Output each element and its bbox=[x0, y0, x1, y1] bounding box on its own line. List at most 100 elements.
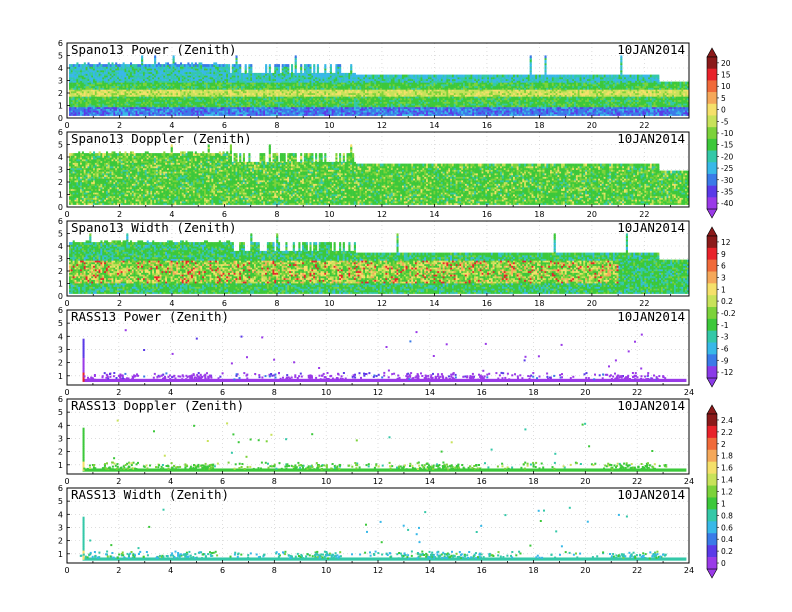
x-tick-label: 2 bbox=[116, 388, 121, 397]
colorbar-segment bbox=[707, 127, 717, 140]
x-tick-label: 10 bbox=[324, 210, 334, 219]
x-tick-label: 8 bbox=[272, 477, 277, 486]
colorbar-doppler: 12 9 6 3 1 0.2 -0.2 -1 -3 -6 -9 -12 bbox=[706, 226, 736, 388]
x-axis: 0 2 4 6 8 10 12 14 16 18 20 22 bbox=[64, 204, 672, 219]
x-tick-label: 2 bbox=[117, 210, 122, 219]
colorbar-segment bbox=[707, 557, 717, 570]
colorbar-segment bbox=[707, 473, 717, 486]
colorbar-label: -9 bbox=[721, 356, 729, 365]
colorbar-bottom-arrow bbox=[706, 568, 718, 579]
heatmap-cells bbox=[69, 144, 689, 205]
x-tick-label: 14 bbox=[425, 566, 435, 575]
colorbar-segment bbox=[707, 485, 717, 498]
x-tick-label: 6 bbox=[220, 388, 225, 397]
colorbar-segment bbox=[707, 115, 717, 128]
colorbar-segment bbox=[707, 92, 717, 105]
x-tick-label: 16 bbox=[482, 299, 492, 308]
colorbar-segment bbox=[707, 150, 717, 163]
y-tick-label: 5 bbox=[58, 319, 63, 328]
y-tick-label: 2 bbox=[58, 267, 63, 276]
y-tick-label: 1 bbox=[58, 372, 63, 381]
y-tick-label: 3 bbox=[58, 255, 63, 264]
y-tick-label: 5 bbox=[58, 497, 63, 506]
x-tick-label: 20 bbox=[587, 121, 597, 130]
colorbar-segment bbox=[707, 295, 717, 308]
panel-date: 10JAN2014 bbox=[617, 398, 685, 413]
y-tick-label: 1 bbox=[58, 461, 63, 470]
colorbar-label: 1.8 bbox=[721, 452, 733, 461]
colorbar-segment bbox=[707, 414, 717, 427]
colorbar-label: 2.4 bbox=[721, 416, 733, 425]
panel-date: 10JAN2014 bbox=[617, 309, 685, 324]
colorbar-label: 3 bbox=[721, 273, 726, 282]
x-tick-label: 0 bbox=[64, 299, 69, 308]
heatmap-cells bbox=[69, 55, 689, 116]
y-tick-label: 2 bbox=[58, 359, 63, 368]
x-tick-label: 22 bbox=[639, 210, 649, 219]
x-tick-label: 22 bbox=[632, 477, 642, 486]
colorbar-segment bbox=[707, 185, 717, 198]
band bbox=[82, 557, 687, 561]
x-tick-label: 0 bbox=[64, 566, 69, 575]
colorbar-label: 0 bbox=[721, 559, 726, 568]
colorbar-top-arrow bbox=[706, 404, 718, 415]
y-tick-label: 6 bbox=[58, 306, 63, 315]
x-tick-label: 4 bbox=[168, 388, 173, 397]
y-tick-label: 3 bbox=[58, 166, 63, 175]
colorbar-segment bbox=[707, 318, 717, 331]
colorbar-label: -1 bbox=[721, 321, 729, 330]
colorbar-label: 0.8 bbox=[721, 511, 733, 520]
x-tick-label: 4 bbox=[168, 477, 173, 486]
heatmap-cells bbox=[79, 506, 687, 561]
y-axis: 0 1 2 3 4 5 6 bbox=[58, 217, 70, 301]
colorbar-segment bbox=[707, 247, 717, 260]
band bbox=[82, 468, 687, 472]
x-tick-label: 20 bbox=[580, 477, 590, 486]
colorbar-segment bbox=[707, 461, 717, 474]
colorbar-segment bbox=[707, 307, 717, 320]
x-tick-label: 8 bbox=[272, 566, 277, 575]
grid bbox=[67, 43, 689, 118]
y-tick-label: 5 bbox=[58, 52, 63, 61]
colorbar-bottom-arrow bbox=[706, 377, 718, 388]
x-tick-label: 12 bbox=[377, 210, 387, 219]
x-tick-label: 14 bbox=[429, 299, 439, 308]
colorbar-segment bbox=[707, 545, 717, 558]
y-tick-label: 3 bbox=[58, 434, 63, 443]
colorbar-segment bbox=[707, 509, 717, 522]
colorbar-segment bbox=[707, 197, 717, 210]
colorbar-segment bbox=[707, 271, 717, 284]
grid bbox=[67, 310, 689, 385]
x-tick-label: 10 bbox=[324, 299, 334, 308]
x-tick-label: 18 bbox=[528, 477, 538, 486]
x-tick-label: 12 bbox=[373, 566, 383, 575]
y-axis: 1 2 3 4 5 6 bbox=[58, 395, 70, 470]
x-tick-label: 10 bbox=[321, 477, 331, 486]
x-tick-label: 16 bbox=[482, 121, 492, 130]
y-tick-label: 3 bbox=[58, 345, 63, 354]
colorbar-label: 12 bbox=[721, 238, 731, 247]
colorbar-label: 15 bbox=[721, 71, 731, 80]
x-tick-label: 6 bbox=[222, 210, 227, 219]
y-tick-label: 6 bbox=[58, 39, 63, 48]
panel-date: 10JAN2014 bbox=[617, 220, 685, 235]
y-tick-label: 6 bbox=[58, 217, 63, 226]
x-tick-label: 22 bbox=[632, 566, 642, 575]
y-tick-label: 4 bbox=[58, 332, 63, 341]
x-tick-label: 6 bbox=[220, 477, 225, 486]
x-tick-label: 2 bbox=[117, 121, 122, 130]
y-axis: 1 2 3 4 5 6 bbox=[58, 306, 70, 381]
y-tick-label: 1 bbox=[58, 191, 63, 200]
colorbar-segment bbox=[707, 521, 717, 534]
panel-title: RASS13 Width (Zenith) bbox=[71, 487, 229, 502]
colorbar-label: -40 bbox=[721, 199, 733, 208]
panel-title: Spano13 Power (Zenith) bbox=[71, 42, 237, 57]
y-tick-label: 3 bbox=[58, 523, 63, 532]
y-tick-label: 3 bbox=[58, 77, 63, 86]
x-tick-label: 4 bbox=[169, 121, 174, 130]
panel-title: RASS13 Doppler (Zenith) bbox=[71, 398, 244, 413]
colorbar-segment bbox=[707, 354, 717, 367]
y-tick-label: 2 bbox=[58, 89, 63, 98]
